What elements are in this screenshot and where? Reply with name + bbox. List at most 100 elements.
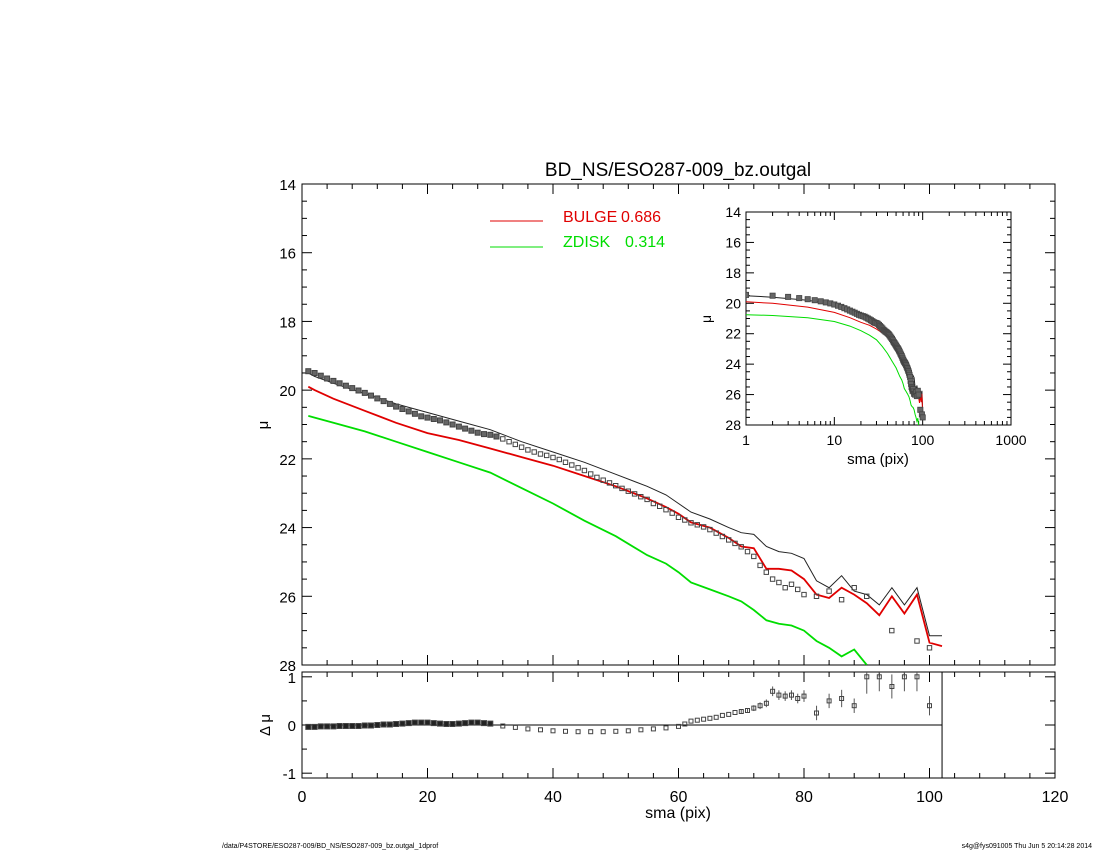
observed-data-point bbox=[581, 467, 588, 474]
observed-data-point bbox=[424, 414, 431, 421]
residual-data-point bbox=[462, 720, 469, 727]
observed-data-point bbox=[613, 483, 619, 489]
main-y-tick-label: 22 bbox=[279, 452, 296, 469]
residual-x-tick-label: 20 bbox=[419, 789, 437, 806]
residual-data-point bbox=[563, 728, 568, 734]
observed-data-point bbox=[481, 431, 487, 438]
residual-data-point bbox=[751, 705, 757, 711]
residual-data-point bbox=[839, 696, 845, 701]
inset-y-tick-label: 18 bbox=[725, 265, 741, 281]
observed-data-point bbox=[688, 520, 694, 526]
total-model-line bbox=[308, 372, 942, 637]
observed-data-point bbox=[317, 372, 324, 379]
residual-data-point bbox=[538, 727, 543, 733]
inset-plot-frame bbox=[745, 211, 1012, 426]
residual-data-point bbox=[676, 723, 681, 729]
observed-data-point bbox=[462, 425, 469, 432]
observed-data-point bbox=[518, 444, 525, 450]
residual-data-point bbox=[795, 696, 801, 701]
residual-data-point bbox=[789, 692, 794, 698]
residual-data-point bbox=[550, 728, 556, 734]
legend-label-bulge: BULGE bbox=[563, 209, 617, 226]
residual-data-point bbox=[349, 723, 356, 729]
residual-data-point bbox=[782, 693, 788, 699]
residual-data-point bbox=[763, 700, 769, 706]
residual-data-point bbox=[525, 726, 531, 732]
observed-data-point bbox=[788, 581, 795, 587]
footer-file-path: /data/P4STORE/ESO287-009/BD_NS/ESO287-00… bbox=[222, 843, 438, 850]
observed-data-point bbox=[393, 403, 400, 410]
residual-data-point bbox=[361, 722, 368, 729]
observed-data-point bbox=[675, 514, 682, 520]
observed-data-point bbox=[405, 408, 412, 415]
residual-data-point bbox=[600, 729, 606, 735]
residual-panel: 10-10 20 40 60 80 100 120 Δ μ sma (pix) bbox=[257, 670, 1069, 822]
residual-data-point bbox=[355, 723, 362, 729]
observed-data-point bbox=[682, 517, 688, 523]
observed-data-point bbox=[744, 548, 751, 555]
main-y-tick-label: 18 bbox=[279, 314, 296, 331]
residual-data-point bbox=[876, 674, 882, 680]
main-y-tick-label: 14 bbox=[279, 177, 296, 194]
observed-data-point bbox=[500, 436, 506, 442]
observed-data-point bbox=[399, 406, 406, 412]
residual-y-tick-label: 1 bbox=[288, 670, 296, 687]
observed-data-point bbox=[368, 392, 374, 399]
residual-data-point bbox=[374, 722, 381, 728]
observed-data-point bbox=[801, 591, 807, 598]
residual-data-point bbox=[418, 719, 425, 726]
residual-data-point bbox=[650, 726, 656, 732]
inset-series-line-zdisk bbox=[746, 314, 920, 425]
main-y-tick-label: 28 bbox=[279, 658, 296, 675]
observed-data-point bbox=[851, 585, 857, 591]
residual-x-tick-label: 60 bbox=[670, 789, 688, 806]
observed-data-point bbox=[336, 380, 343, 387]
observed-data-point bbox=[537, 451, 544, 457]
residual-x-tick-label: 100 bbox=[916, 789, 943, 806]
main-y-tick-label: 16 bbox=[279, 246, 296, 263]
residual-data-point bbox=[512, 724, 518, 730]
residual-x-tick-label: 120 bbox=[1042, 789, 1069, 806]
observed-data-point bbox=[550, 454, 556, 461]
residual-data-point bbox=[411, 719, 418, 726]
inset-y-tick-label: 22 bbox=[725, 326, 741, 342]
observed-data-point bbox=[512, 441, 518, 448]
observed-data-point bbox=[700, 524, 707, 530]
residual-y-tick-label: -1 bbox=[283, 766, 296, 783]
residual-data-point bbox=[638, 727, 644, 733]
residual-data-point bbox=[368, 722, 374, 729]
inset-observed-data-point bbox=[915, 391, 922, 398]
residual-data-point bbox=[889, 684, 895, 689]
residual-data-point bbox=[776, 692, 782, 698]
observed-data-point bbox=[305, 368, 312, 375]
inset-y-tick-label: 24 bbox=[725, 356, 741, 372]
residual-data-point bbox=[399, 720, 406, 727]
residual-data-point bbox=[814, 710, 819, 716]
observed-data-point bbox=[575, 465, 581, 471]
observed-data-point bbox=[769, 576, 776, 582]
inset-observed-data-point bbox=[796, 295, 803, 302]
residual-x-tick-label: 40 bbox=[544, 789, 562, 806]
residual-data-point bbox=[707, 715, 713, 721]
residual-data-point bbox=[927, 703, 932, 709]
residual-data-point bbox=[694, 717, 700, 723]
observed-data-point bbox=[669, 510, 675, 516]
observed-data-point bbox=[650, 500, 657, 507]
inset-observed-data-point bbox=[746, 291, 750, 298]
observed-data-point bbox=[430, 416, 437, 422]
observed-data-point bbox=[726, 537, 732, 543]
observed-data-point bbox=[713, 530, 719, 536]
inset-observed-data-point bbox=[919, 414, 926, 421]
residual-data-point bbox=[336, 723, 343, 729]
residual-x-tick-label: 80 bbox=[795, 789, 813, 806]
residual-data-point bbox=[688, 718, 694, 724]
residual-data-point bbox=[914, 674, 920, 680]
residual-data-point bbox=[770, 688, 776, 694]
observed-data-point bbox=[349, 385, 356, 392]
legend-value-zdisk: 0.314 bbox=[625, 234, 665, 251]
main-y-tick-label: 20 bbox=[279, 383, 296, 400]
residual-data-point bbox=[393, 721, 400, 727]
observed-data-point bbox=[588, 471, 594, 477]
inset-y-tick-label: 28 bbox=[725, 417, 741, 433]
